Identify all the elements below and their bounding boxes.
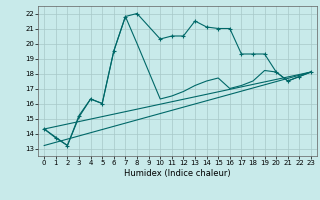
X-axis label: Humidex (Indice chaleur): Humidex (Indice chaleur) xyxy=(124,169,231,178)
